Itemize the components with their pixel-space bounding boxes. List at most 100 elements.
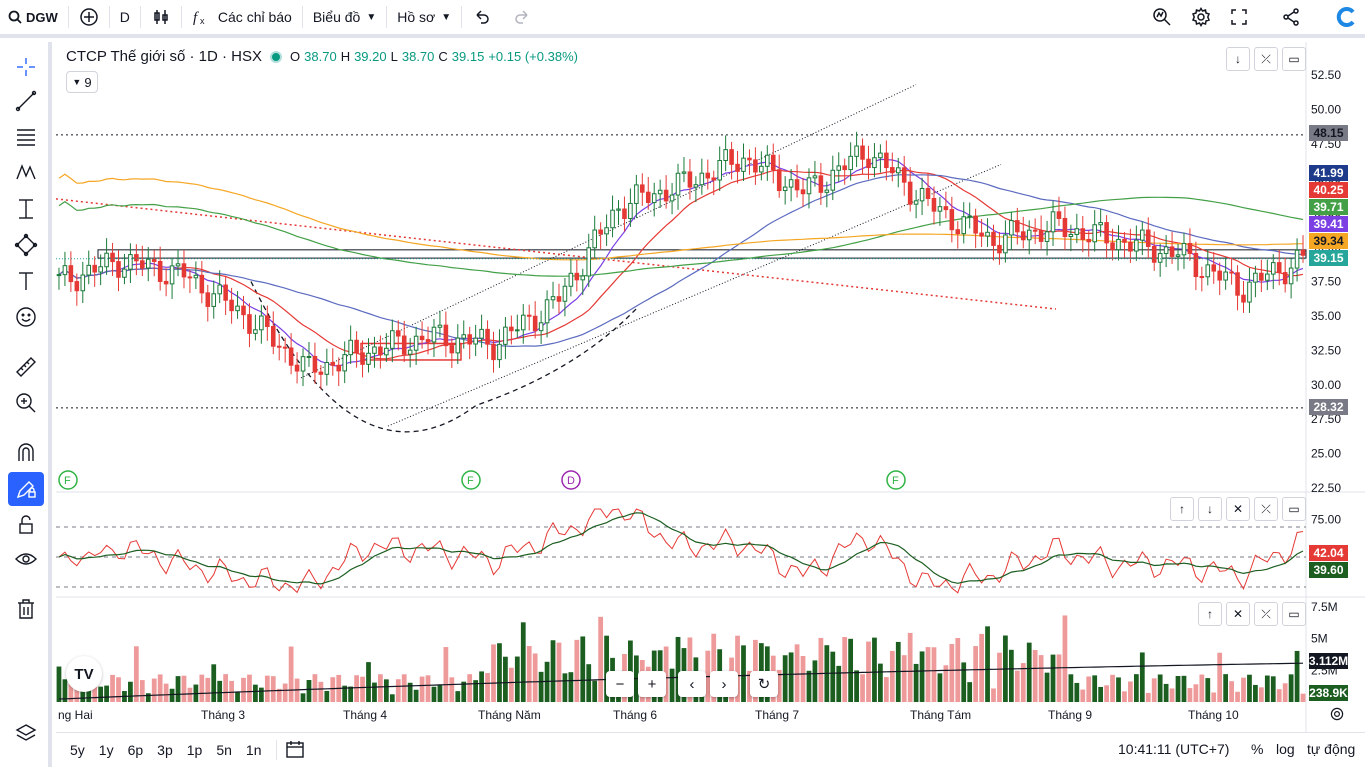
trend-line-tool[interactable] — [8, 84, 44, 118]
fib-tool[interactable] — [8, 120, 44, 154]
volume-bar — [794, 644, 800, 702]
brand-logo — [1330, 0, 1364, 34]
share-button[interactable] — [1274, 0, 1308, 34]
arrow-down-icon: ↓ — [1207, 502, 1213, 516]
rsi-collapse-button[interactable]: ⤫ — [1254, 497, 1278, 521]
log-toggle[interactable]: log — [1276, 741, 1295, 757]
rsi-maximize-button[interactable]: ▭ — [1282, 497, 1306, 521]
volume-bar — [104, 685, 109, 702]
compare-button[interactable] — [69, 0, 109, 34]
shapes-tool[interactable] — [8, 228, 44, 262]
volume-bar — [520, 622, 526, 702]
range-1y[interactable]: 1y — [98, 742, 114, 758]
volume-bar — [116, 677, 121, 702]
candle-body — [259, 315, 264, 331]
volume-bar — [151, 678, 157, 702]
profile-menu-button[interactable]: Hồ sơ ▼ — [387, 0, 461, 34]
volume-bar — [1282, 683, 1288, 702]
bar-style-button[interactable] — [141, 0, 181, 34]
vol-maximize-button[interactable]: ▭ — [1282, 602, 1306, 626]
event-marker-letter: F — [892, 475, 899, 487]
hide-drawings-button[interactable] — [8, 542, 44, 576]
candle-body — [1032, 229, 1038, 232]
lock-drawing-mode-button[interactable] — [8, 472, 44, 506]
volume-bar — [901, 655, 907, 702]
chart-menu-button[interactable]: Biểu đồ ▼ — [303, 0, 386, 34]
clock[interactable]: 10:41:11 (UTC+7) — [1118, 741, 1230, 757]
rsi-move-down-button[interactable]: ↓ — [1198, 497, 1222, 521]
delete-drawings-button[interactable] — [8, 592, 44, 626]
candle-body — [824, 189, 830, 193]
candle-body — [604, 227, 609, 235]
settings-button[interactable] — [1184, 0, 1218, 34]
plus-icon: + — [647, 675, 657, 693]
candle-body — [104, 252, 109, 268]
measure-tool[interactable] — [8, 192, 44, 226]
vol-close-button[interactable]: ✕ — [1226, 602, 1250, 626]
candle-body — [788, 179, 794, 188]
interval-button[interactable]: D — [110, 0, 140, 34]
range-1d[interactable]: 1n — [245, 742, 262, 758]
indicators-toggle[interactable]: ▼ 9 — [66, 71, 98, 93]
candle-body — [515, 329, 520, 332]
event-marker — [58, 470, 78, 490]
vol-move-up-button[interactable]: ↑ — [1198, 602, 1222, 626]
rsi-close-button[interactable]: ✕ — [1226, 497, 1250, 521]
text-tool[interactable] — [8, 264, 44, 298]
emoji-tool[interactable] — [8, 300, 44, 334]
volume-bar — [1133, 674, 1139, 702]
redo-button[interactable] — [502, 0, 542, 34]
candle-body — [669, 194, 675, 202]
range-5d[interactable]: 5n — [216, 742, 232, 758]
ruler-icon — [16, 357, 36, 377]
scroll-left-button[interactable]: ‹ — [678, 671, 706, 697]
undo-icon — [476, 10, 489, 24]
lock-all-button[interactable] — [8, 508, 44, 542]
quick-search-button[interactable] — [1145, 0, 1179, 34]
symbol-search[interactable]: DGW — [0, 0, 68, 34]
zoom-in-button[interactable]: + — [638, 671, 666, 697]
visibility-dot-icon[interactable] — [270, 50, 283, 63]
date-range-button[interactable] — [285, 739, 305, 762]
scroll-right-button[interactable]: › — [710, 671, 738, 697]
volume-bar — [925, 647, 931, 702]
vol-collapse-button[interactable]: ⤫ — [1254, 602, 1278, 626]
volume-bar — [247, 674, 252, 702]
range-5y[interactable]: 5y — [70, 742, 85, 758]
tv-logo-icon: TV — [74, 665, 94, 683]
chart-canvas[interactable]: 52.5050.0047.5045.0042.5040.0037.5035.00… — [56, 42, 1365, 732]
rsi-line — [58, 508, 1304, 594]
candle-body — [895, 167, 901, 174]
auto-toggle[interactable]: tự động — [1307, 741, 1356, 757]
reset-chart-button[interactable]: ↻ — [750, 671, 778, 697]
volume-bar — [598, 616, 604, 702]
percent-toggle[interactable]: % — [1251, 741, 1264, 757]
chart-area[interactable]: 52.5050.0047.5045.0042.5040.0037.5035.00… — [56, 42, 1365, 732]
volume-bar — [1074, 682, 1080, 702]
price-axis-label: 35.00 — [1311, 309, 1341, 323]
rsi-move-up-button[interactable]: ↑ — [1170, 497, 1194, 521]
zoom-out-button[interactable]: − — [606, 671, 634, 697]
ruler-tool[interactable] — [8, 350, 44, 384]
object-tree-button[interactable] — [8, 717, 44, 751]
volume-bar — [288, 646, 294, 702]
candle-body — [645, 191, 651, 203]
candle-body — [854, 145, 859, 157]
candle-body — [663, 189, 669, 202]
range-6m[interactable]: 6p — [127, 742, 144, 758]
crosshair-tool[interactable] — [8, 50, 44, 84]
tradingview-logo[interactable]: TV — [66, 656, 102, 692]
range-1m[interactable]: 1p — [186, 742, 203, 758]
zoom-in-tool[interactable] — [8, 386, 44, 420]
fullscreen-button[interactable] — [1222, 0, 1256, 34]
candle-body — [1116, 238, 1121, 251]
pane-collapse-button[interactable]: ⤫ — [1254, 47, 1278, 71]
volume-bar — [253, 684, 258, 702]
pattern-tool[interactable] — [8, 156, 44, 190]
range-3m[interactable]: 3p — [157, 742, 173, 758]
pane-maximize-button[interactable]: ▭ — [1282, 47, 1306, 71]
magnet-tool[interactable] — [8, 436, 44, 470]
undo-button[interactable] — [462, 0, 502, 34]
pane-move-down-button[interactable]: ↓ — [1226, 47, 1250, 71]
